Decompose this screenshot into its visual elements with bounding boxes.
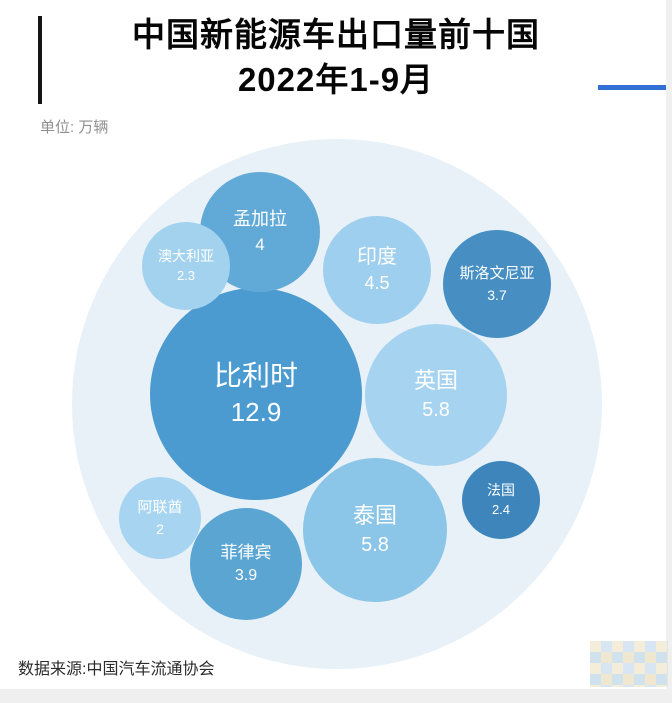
bubble-belgium: 比利时 12.9 xyxy=(150,288,362,500)
right-edge-strip xyxy=(666,0,672,703)
bubble-value-bangladesh: 4 xyxy=(255,234,265,254)
bubble-label-bangladesh: 孟加拉 xyxy=(233,209,287,230)
chart-title-line1: 中国新能源车出口量前十国 xyxy=(132,16,540,53)
bubble-label-uae: 阿联酋 xyxy=(137,499,183,517)
bubble-australia: 澳大利亚 2.3 xyxy=(142,222,230,310)
title-right-accent-line xyxy=(598,85,666,90)
bubble-value-slovenia: 3.7 xyxy=(487,286,507,303)
bubble-uk: 英国 5.8 xyxy=(365,324,507,466)
bubble-bangladesh: 孟加拉 4 xyxy=(200,172,320,292)
bubble-philippines: 菲律宾 3.9 xyxy=(190,508,302,620)
bubble-value-france: 2.4 xyxy=(491,501,511,517)
unit-label: 单位: 万辆 xyxy=(40,119,109,136)
bubble-india: 印度 4.5 xyxy=(323,216,431,324)
bubble-label-belgium: 比利时 xyxy=(213,359,298,391)
data-source-label: 数据来源:中国汽车流通协会 xyxy=(18,661,215,678)
bubble-label-slovenia: 斯洛文尼亚 xyxy=(459,265,535,283)
bubble-label-india: 印度 xyxy=(357,246,397,269)
mosaic-watermark xyxy=(590,641,668,687)
bubble-value-philippines: 3.9 xyxy=(234,566,258,584)
bubble-value-thailand: 5.8 xyxy=(361,534,389,557)
chart-title: 中国新能源车出口量前十国 2022年1-9月 xyxy=(46,12,626,102)
bubble-label-philippines: 菲律宾 xyxy=(220,542,272,562)
bubble-label-thailand: 泰国 xyxy=(352,502,397,528)
bubble-value-india: 4.5 xyxy=(364,273,390,294)
bubble-uae: 阿联酋 2 xyxy=(119,477,201,559)
chart-title-line2: 2022年1-9月 xyxy=(237,61,435,98)
bottom-edge-strip xyxy=(0,689,672,703)
bubble-value-uk: 5.8 xyxy=(422,399,450,422)
bubble-label-uk: 英国 xyxy=(413,367,458,393)
bubble-slovenia: 斯洛文尼亚 3.7 xyxy=(443,230,551,338)
bubble-france: 法国 2.4 xyxy=(462,461,540,539)
title-left-bracket-line xyxy=(38,16,42,104)
bubble-label-france: 法国 xyxy=(487,482,515,499)
bubble-value-uae: 2 xyxy=(156,520,164,537)
bubble-value-australia: 2.3 xyxy=(176,267,196,283)
bubble-value-belgium: 12.9 xyxy=(230,397,282,428)
bubble-thailand: 泰国 5.8 xyxy=(303,458,447,602)
bubble-label-australia: 澳大利亚 xyxy=(158,248,214,265)
